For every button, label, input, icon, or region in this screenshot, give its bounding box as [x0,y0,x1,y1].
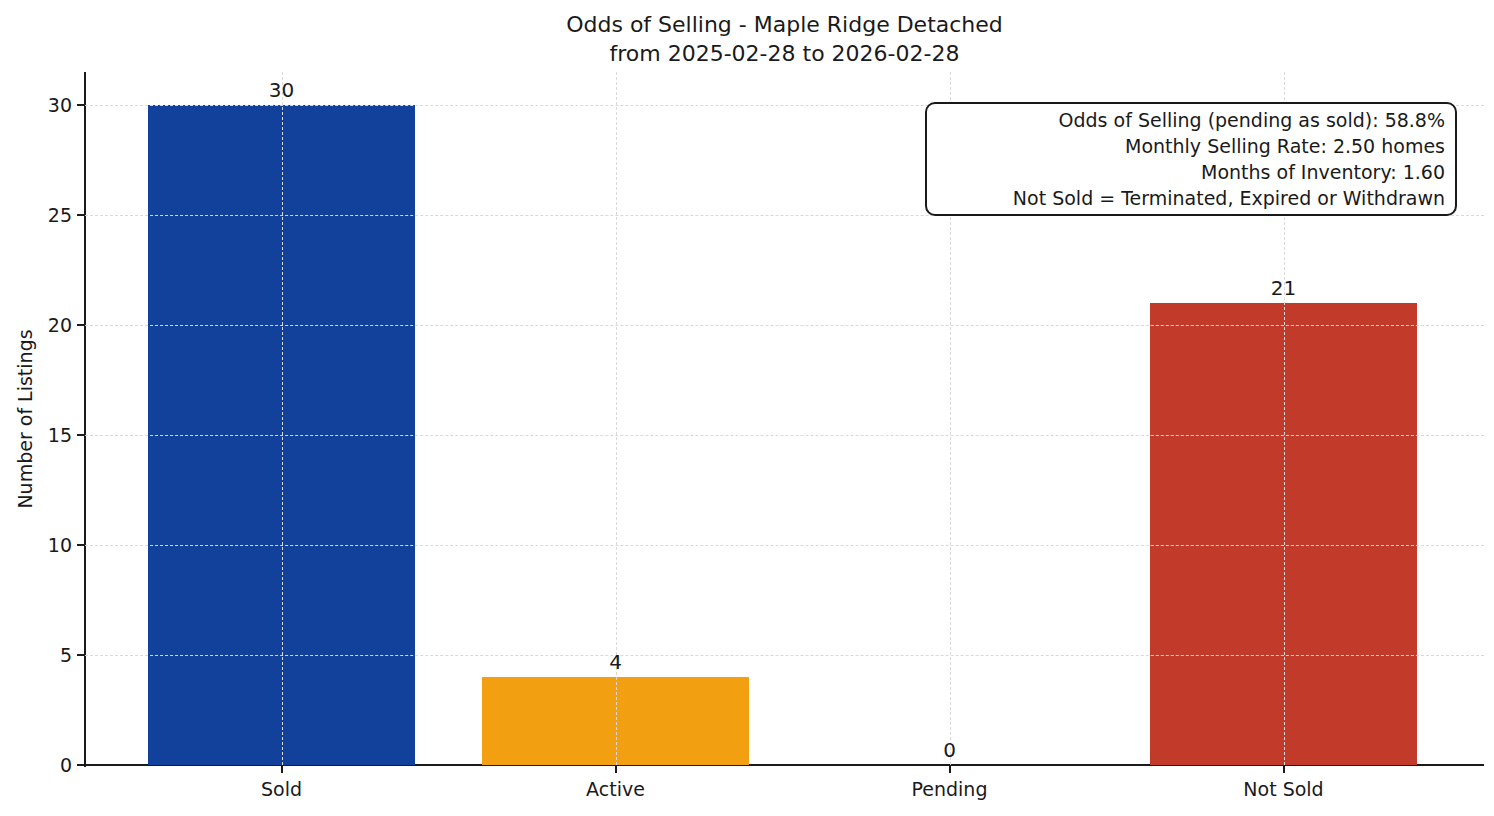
x-tick-label: Active [506,777,726,801]
annotation-monthly-selling-rate: Monthly Selling Rate: 2.50 homes [937,133,1445,159]
y-axis-line [84,72,86,767]
y-tick-label: 15 [2,423,72,447]
y-tick-label: 10 [2,533,72,557]
x-tick-label: Sold [172,777,392,801]
y-tick-label: 5 [2,643,72,667]
y-tick-label: 0 [2,753,72,777]
x-tick-mark [1283,765,1285,773]
y-tick-label: 30 [2,93,72,117]
stats-annotation-box: Odds of Selling (pending as sold): 58.8%… [925,102,1457,216]
bar-value-label: 21 [1224,275,1344,301]
gridline-horizontal [85,435,1484,436]
odds-of-selling-bar-chart: Odds of Selling - Maple Ridge Detached f… [0,0,1494,816]
title-block: Odds of Selling - Maple Ridge Detached f… [85,10,1484,68]
y-tick-label: 20 [2,313,72,337]
bar-value-label: 30 [222,77,342,103]
gridline-horizontal [85,325,1484,326]
bar-value-label: 4 [556,649,676,675]
x-tick-mark [281,765,283,773]
gridline-horizontal [85,655,1484,656]
annotation-months-of-inventory: Months of Inventory: 1.60 [937,159,1445,185]
x-tick-mark [949,765,951,773]
y-tick-label: 25 [2,203,72,227]
bar-value-label: 0 [890,737,1010,763]
x-tick-mark [615,765,617,773]
y-axis-label: Number of Listings [14,329,36,508]
gridline-vertical [282,72,283,765]
gridline-horizontal [85,545,1484,546]
x-tick-label: Not Sold [1174,777,1394,801]
chart-subtitle: from 2025-02-28 to 2026-02-28 [85,39,1484,68]
chart-title: Odds of Selling - Maple Ridge Detached [85,10,1484,39]
x-tick-label: Pending [840,777,1060,801]
annotation-odds-of-selling: Odds of Selling (pending as sold): 58.8% [937,107,1445,133]
annotation-not-sold-definition: Not Sold = Terminated, Expired or Withdr… [937,185,1445,211]
